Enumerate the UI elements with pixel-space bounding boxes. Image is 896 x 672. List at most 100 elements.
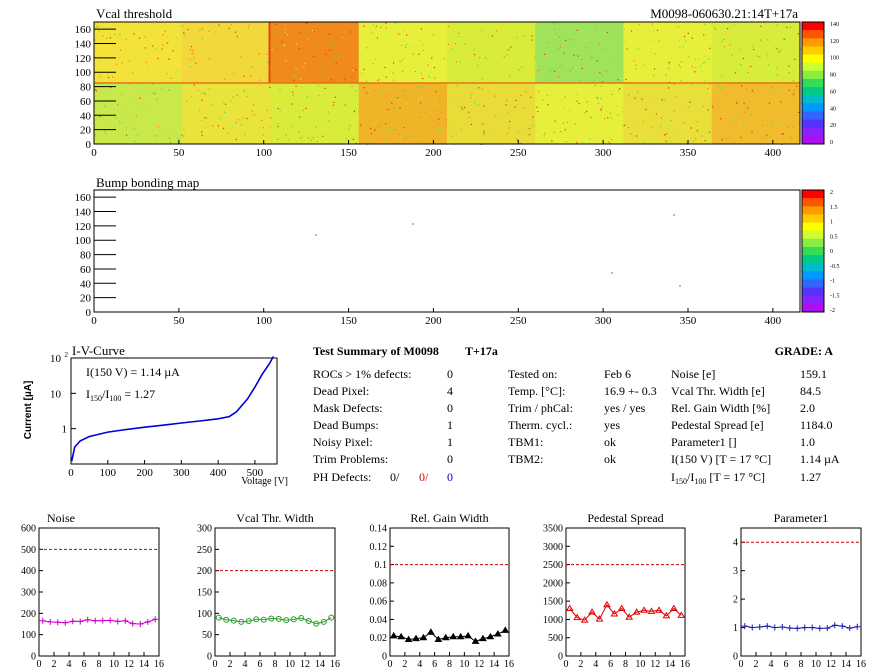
pixel-noise [612,59,614,61]
pixel-noise [208,58,211,60]
pixel-noise [385,108,387,110]
pixel-noise [297,69,299,71]
data-point [816,625,823,632]
pixel-noise [405,103,408,105]
data-point [839,623,846,630]
pixel-noise [731,54,733,56]
pixel-noise [505,37,507,40]
plot-x-tick-label: 0 [739,659,744,670]
x-tick-label: 50 [173,315,185,327]
pixel-noise [750,65,752,67]
summary-title: Test Summary of M0098 [313,344,439,358]
pixel-noise [494,95,496,97]
bump-defect-dot [315,234,317,236]
pixel-noise [610,97,612,99]
pixel-noise [729,44,731,46]
pixel-noise [639,23,641,25]
pixel-noise [256,53,258,55]
pixel-noise [443,58,445,60]
vcal-x-axis: 0 50 100 150 200 250 300 350 400 [91,140,782,159]
pixel-noise [713,27,715,29]
pixel-noise [631,107,633,109]
pixel-noise [147,68,149,70]
pixel-noise [251,110,253,112]
pixel-noise [234,31,237,33]
pixel-noise [202,28,204,30]
pixel-noise [692,140,694,142]
vcal-color-palette: 140 120 100 80 60 40 20 0 [801,21,839,146]
pixel-noise [650,86,652,88]
pixel-noise [374,58,376,61]
pixel-noise [134,99,136,101]
pixel-noise [208,88,211,90]
pixel-noise [487,25,490,27]
pixel-noise [470,93,473,95]
data-point [595,615,604,622]
pixel-noise [370,127,372,129]
data-point [39,617,46,624]
palette-band [802,103,824,112]
pixel-noise [155,28,157,30]
pixel-noise [456,85,458,87]
pixel-noise [172,50,174,52]
pixel-noise [191,39,193,41]
pixel-noise [189,66,192,68]
plot-y-tick-label: 300 [197,524,212,535]
pixel-noise [565,141,567,143]
pixel-noise [203,122,205,124]
pixel-noise [259,114,261,116]
pixel-noise [656,29,658,31]
pixel-noise [788,72,790,74]
pixel-noise [381,93,384,95]
pixel-noise [277,126,279,128]
pixel-noise [170,77,172,79]
pixel-noise [654,53,656,55]
pixel-noise [114,33,116,35]
x-tick-label: 50 [173,147,185,159]
pixel-noise [328,111,330,113]
palette-band [802,287,824,297]
iv-y-label: Current [µA] [23,381,34,440]
pixel-noise [660,125,662,127]
pixel-noise [295,110,297,112]
pixel-noise [125,127,127,129]
pixel-noise [392,62,395,64]
pixel-noise [137,133,140,135]
pixel-noise [741,104,743,106]
pixel-noise [105,133,107,135]
pixel-noise [516,36,518,39]
plot-x-tick-label: 2 [52,659,57,670]
pixel-noise [516,57,518,59]
pixel-noise [224,111,226,113]
bump-y-axis: 0 20 40 60 80 100 120 140 160 [75,192,116,319]
pixel-noise [316,140,318,142]
pixel-noise [562,122,564,124]
pixel-noise [322,135,324,137]
data-point [230,617,237,624]
pixel-noise [302,135,304,137]
data-point [283,617,290,624]
pixel-noise [121,62,123,64]
pixel-noise [585,84,587,86]
pixel-noise [665,74,667,76]
pixel-noise [385,123,387,125]
pixel-noise [157,57,159,59]
pixel-noise [793,90,796,92]
pixel-noise [668,62,670,64]
pixel-noise [363,87,365,89]
pixel-noise [769,99,771,101]
pixel-noise [729,116,731,118]
pixel-noise [539,63,541,65]
pixel-noise [345,138,347,140]
pixel-noise [796,81,798,83]
pixel-noise [135,114,137,117]
pixel-noise [204,93,206,95]
pixel-noise [541,84,543,86]
pixel-noise [705,49,708,51]
pixel-noise [702,105,705,108]
pixel-noise [440,58,442,60]
pixel-noise [96,127,98,129]
pixel-noise [171,128,174,131]
